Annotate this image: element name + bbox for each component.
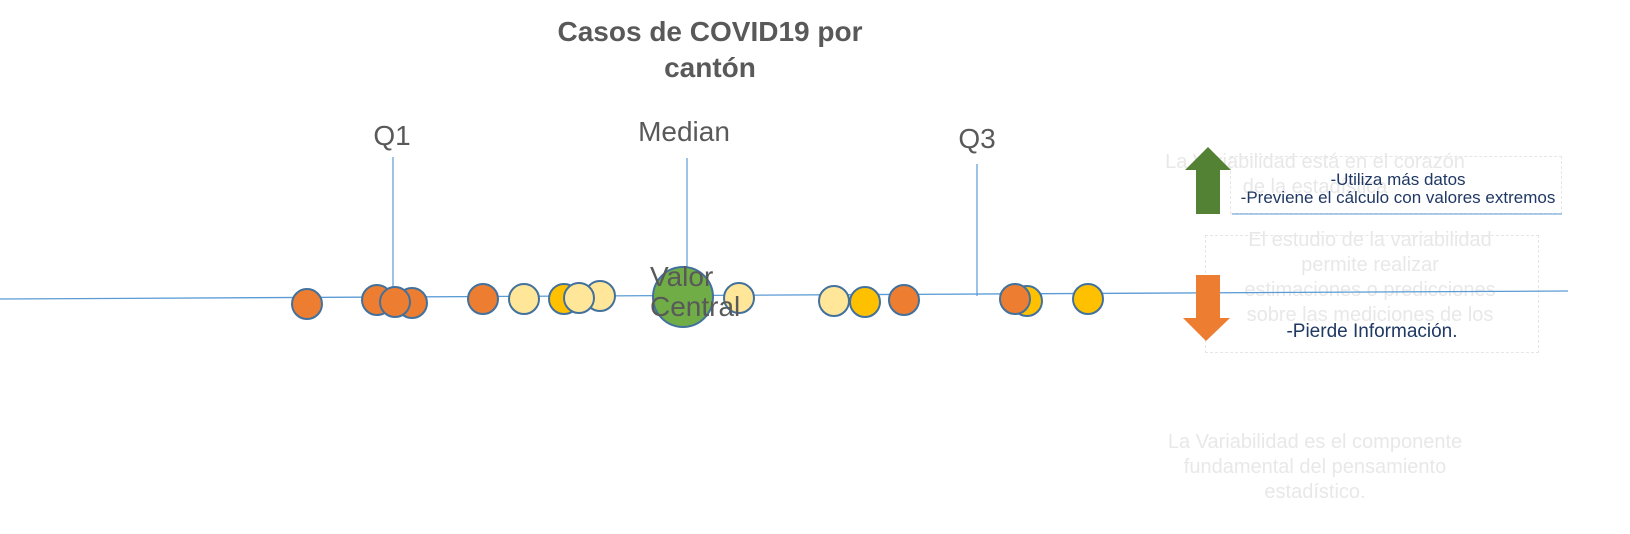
median-label: Median (638, 116, 730, 147)
point-12 (849, 286, 881, 318)
point-5 (467, 283, 499, 315)
point-13 (888, 284, 920, 316)
arrow-down-icon (1183, 275, 1230, 341)
pros-text: -Utiliza más datos -Previene el cálculo … (1238, 171, 1558, 207)
point-10 (723, 282, 755, 314)
axis-line (0, 290, 1569, 300)
pro-item-2: -Previene el cálculo con valores extremo… (1240, 188, 1556, 207)
pro-item-1: -Utiliza más datos (1330, 170, 1466, 189)
point-6 (508, 283, 540, 315)
point-11 (818, 285, 850, 317)
faded-text-block-3: La Variabilidad es el componente fundame… (1167, 431, 1463, 503)
chart-title: Casos de COVID19 por cantón (557, 16, 863, 83)
q3-label: Q3 (958, 123, 996, 154)
con-item-1: -Pierde Información. (1286, 321, 1458, 342)
data-points (291, 266, 1104, 328)
point-4 (379, 286, 411, 318)
point-9 (563, 282, 595, 314)
point-15 (999, 283, 1031, 315)
point-central (652, 266, 714, 328)
q1-label: Q1 (373, 120, 411, 151)
point-16 (1072, 283, 1104, 315)
point-1 (291, 288, 323, 320)
central-value-label: Valor Central (650, 261, 741, 322)
arrow-up-icon (1185, 147, 1231, 214)
cons-text: -Pierde Información. (1232, 321, 1512, 343)
faded-text-block-2: El estudio de la variabilidad permite re… (1244, 229, 1496, 326)
